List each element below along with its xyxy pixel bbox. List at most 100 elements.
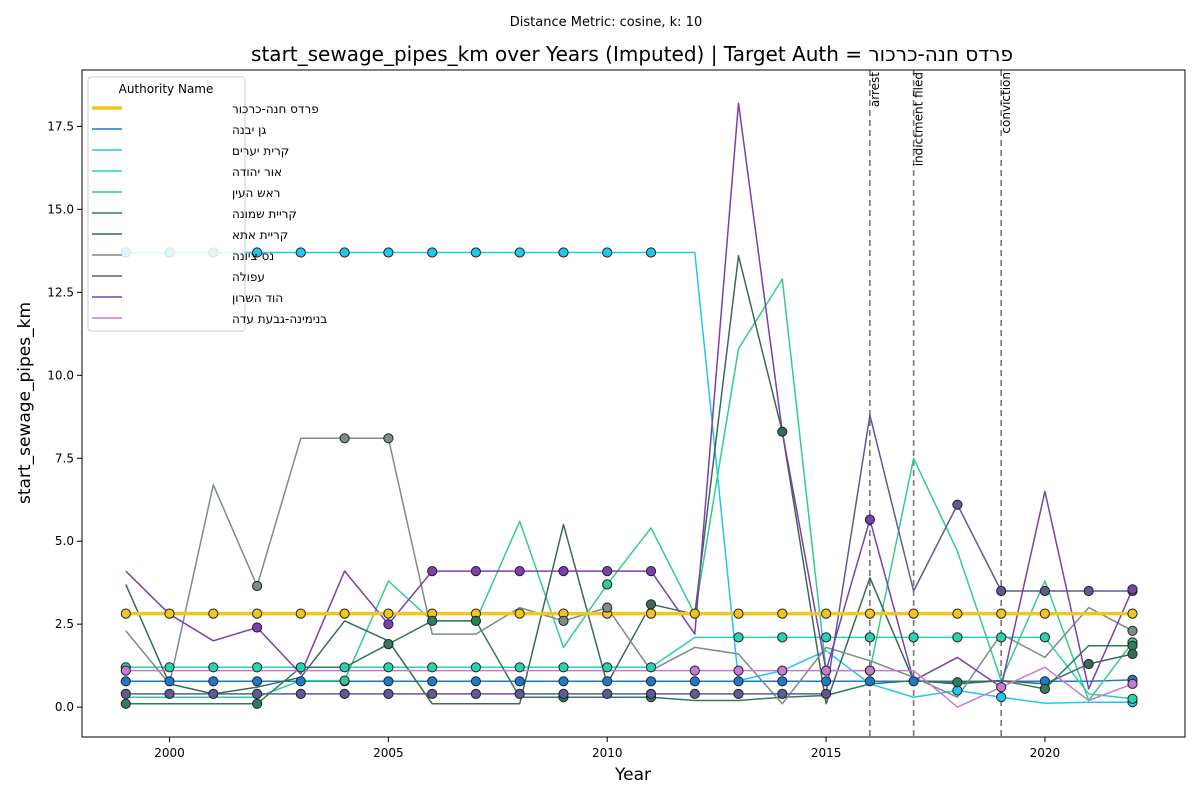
data-point <box>821 608 832 619</box>
legend-item-label: גן יבנה <box>232 123 266 137</box>
data-point <box>339 675 350 686</box>
series-line <box>125 278 1134 702</box>
chart-suptitle: Distance Metric: cosine, k: 10 <box>510 15 702 30</box>
data-point <box>470 688 481 700</box>
data-point <box>1039 585 1051 597</box>
data-point <box>689 665 700 676</box>
data-point <box>383 247 394 258</box>
data-point <box>821 688 832 700</box>
legend: Authority Name פרדס חנה-כרכור גן יבנה קרית… <box>87 76 327 332</box>
event-markers: arrest indictment filed conviction <box>868 70 1013 737</box>
data-point <box>864 608 876 619</box>
data-point <box>339 247 350 258</box>
y-tick-label: 15.0 <box>47 202 74 216</box>
data-point <box>1127 584 1138 595</box>
data-point <box>908 608 919 619</box>
data-point <box>383 676 394 687</box>
data-point <box>208 688 219 700</box>
data-point <box>120 698 131 709</box>
data-point <box>427 247 438 258</box>
data-point <box>252 676 263 687</box>
data-point <box>777 608 788 619</box>
data-point <box>689 688 700 700</box>
data-point <box>777 665 788 676</box>
data-point <box>602 676 613 687</box>
data-point <box>252 247 263 258</box>
data-point <box>1039 683 1051 695</box>
data-point <box>514 676 525 687</box>
data-point <box>427 566 438 577</box>
data-point <box>383 619 394 630</box>
legend-item-label: קריית שמונה <box>232 207 297 221</box>
data-point <box>120 665 131 676</box>
plot-frame <box>81 69 1186 738</box>
data-point <box>295 662 306 673</box>
data-point <box>514 608 525 619</box>
legend-item-label: קרית יערים <box>232 144 289 158</box>
data-point <box>952 677 963 688</box>
x-tick-label: 2010 <box>592 746 623 760</box>
y-tick-label: 2.5 <box>55 617 74 631</box>
data-point <box>120 688 131 700</box>
series-line <box>125 102 1134 690</box>
series-line <box>125 437 1133 705</box>
data-point <box>821 676 832 687</box>
data-point <box>645 599 657 610</box>
y-axis: 0.0 2.5 5.0 7.5 10.0 12.5 15.0 17.5 <box>47 119 82 714</box>
data-point <box>1127 608 1138 619</box>
legend-item-label: פרדס חנה-כרכור <box>232 102 319 116</box>
data-point <box>777 676 788 687</box>
data-point <box>864 632 876 643</box>
data-point <box>864 665 876 676</box>
legend-item-label: בנימינה-גבעת עדה <box>232 312 327 326</box>
series-markers <box>120 247 1138 709</box>
data-point <box>470 566 481 577</box>
data-point <box>514 247 525 258</box>
y-axis-label: start_sewage_pipes_km <box>15 302 35 504</box>
data-point <box>1127 648 1138 660</box>
data-point <box>339 662 350 673</box>
data-point <box>602 247 613 258</box>
data-point <box>996 682 1007 693</box>
series-line <box>125 414 1133 695</box>
x-tick-label: 2020 <box>1030 746 1061 760</box>
data-point <box>996 632 1007 643</box>
data-point <box>908 676 919 687</box>
x-tick-label: 2005 <box>373 746 404 760</box>
data-point <box>252 608 263 619</box>
data-point <box>645 662 657 673</box>
data-point <box>733 665 744 676</box>
data-point <box>689 608 700 619</box>
data-point <box>208 608 219 619</box>
data-point <box>1039 608 1051 619</box>
data-point <box>689 676 700 687</box>
y-tick-label: 17.5 <box>47 119 74 133</box>
legend-title: Authority Name <box>119 82 214 96</box>
data-point <box>383 639 394 650</box>
data-point <box>339 433 350 444</box>
data-point <box>470 676 481 687</box>
data-point <box>514 688 525 700</box>
data-point <box>996 692 1007 703</box>
data-point <box>558 566 569 577</box>
data-point <box>252 580 263 592</box>
data-point <box>383 608 394 619</box>
data-point <box>733 608 744 619</box>
data-point <box>558 247 569 258</box>
data-point <box>777 426 788 437</box>
data-point <box>952 608 963 619</box>
series-lines <box>125 102 1134 708</box>
data-point <box>821 665 832 676</box>
data-point <box>602 662 613 673</box>
data-point <box>252 698 263 709</box>
data-point <box>514 662 525 673</box>
series-line <box>125 666 1133 708</box>
y-tick-label: 10.0 <box>47 368 74 382</box>
x-axis-label: Year <box>614 765 651 785</box>
legend-box <box>87 76 246 332</box>
data-point <box>164 688 175 700</box>
data-point <box>558 662 569 673</box>
x-axis: 2000 2005 2010 2015 2020 <box>154 737 1060 760</box>
data-point <box>864 676 876 687</box>
